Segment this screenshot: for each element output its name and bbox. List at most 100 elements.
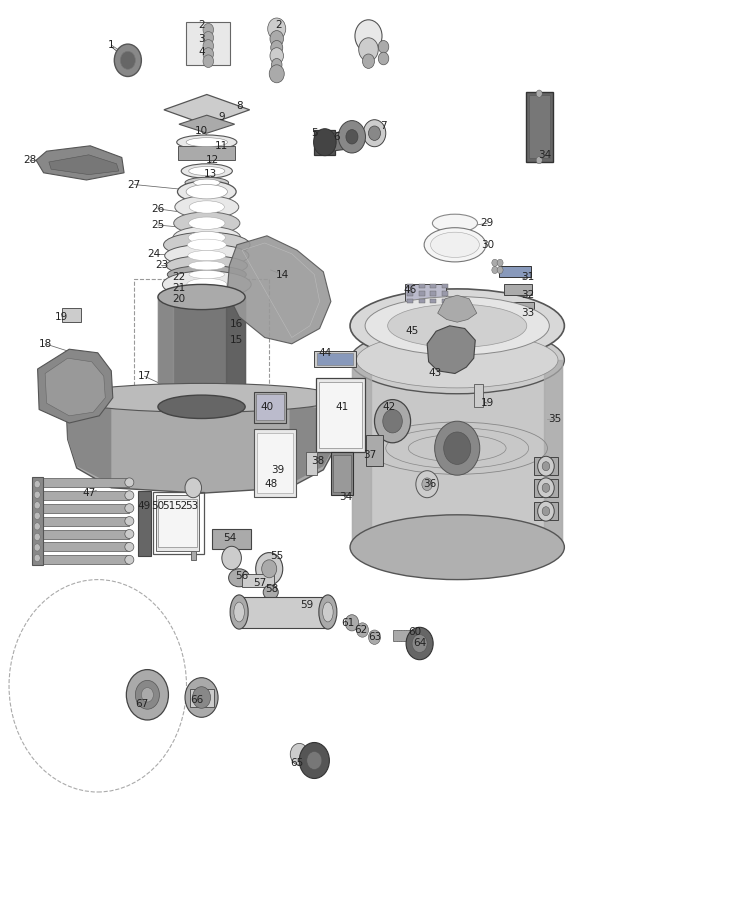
Ellipse shape (125, 517, 134, 526)
Ellipse shape (230, 595, 248, 629)
Circle shape (355, 20, 382, 52)
Text: 51: 51 (162, 500, 176, 511)
Text: 61: 61 (341, 617, 354, 628)
Bar (178, 146, 235, 160)
Circle shape (120, 51, 135, 69)
Bar (43, 517, 129, 526)
Text: 3: 3 (199, 33, 205, 44)
Circle shape (185, 478, 202, 498)
Bar (504, 284, 532, 295)
Bar (534, 457, 558, 475)
Polygon shape (164, 94, 250, 125)
Ellipse shape (350, 289, 564, 363)
Text: 27: 27 (127, 179, 141, 190)
Circle shape (422, 478, 432, 491)
Ellipse shape (319, 595, 337, 629)
Bar (190, 688, 214, 706)
Polygon shape (329, 128, 361, 151)
Bar (212, 529, 251, 549)
Text: 57: 57 (253, 578, 266, 589)
Text: 33: 33 (521, 308, 535, 319)
Text: 34: 34 (538, 149, 552, 160)
Bar (254, 392, 286, 423)
Bar (275, 487, 290, 492)
Bar (529, 95, 550, 158)
Bar (407, 292, 413, 295)
Bar (407, 284, 413, 288)
Circle shape (345, 615, 359, 631)
Circle shape (35, 544, 41, 551)
Circle shape (268, 18, 286, 40)
Circle shape (435, 421, 480, 475)
Text: 40: 40 (260, 401, 274, 412)
Text: 8: 8 (236, 101, 242, 112)
Ellipse shape (542, 483, 550, 492)
Text: 19: 19 (481, 398, 494, 409)
Text: 1: 1 (108, 40, 114, 50)
Text: 2: 2 (275, 20, 281, 31)
Text: 48: 48 (264, 479, 277, 490)
Text: 32: 32 (521, 290, 535, 301)
Text: 19: 19 (55, 311, 68, 322)
Circle shape (368, 126, 381, 140)
Bar (316, 378, 365, 452)
Text: 65: 65 (290, 758, 304, 769)
Bar (275, 472, 290, 478)
Ellipse shape (323, 602, 333, 622)
Circle shape (492, 266, 498, 274)
Ellipse shape (263, 585, 278, 599)
Text: 64: 64 (413, 638, 426, 649)
Circle shape (222, 546, 241, 570)
Bar (275, 458, 290, 464)
Ellipse shape (165, 245, 249, 266)
Text: 17: 17 (138, 371, 151, 382)
Text: 4: 4 (199, 47, 205, 58)
Ellipse shape (388, 304, 527, 347)
Ellipse shape (188, 231, 226, 244)
Circle shape (256, 553, 283, 585)
Circle shape (203, 23, 214, 36)
Circle shape (203, 40, 214, 52)
Polygon shape (45, 358, 105, 416)
Circle shape (269, 65, 284, 83)
Circle shape (338, 121, 365, 153)
Text: 45: 45 (405, 326, 419, 337)
Text: 55: 55 (270, 551, 284, 562)
Circle shape (497, 266, 503, 274)
Bar (430, 284, 436, 288)
Bar (239, 597, 328, 628)
Text: 12: 12 (205, 155, 219, 166)
Text: 31: 31 (521, 272, 535, 283)
Circle shape (35, 512, 41, 519)
Ellipse shape (542, 507, 550, 516)
Circle shape (356, 623, 368, 637)
Circle shape (193, 687, 211, 708)
Bar (314, 130, 335, 155)
Text: 63: 63 (368, 632, 381, 643)
Text: 43: 43 (428, 368, 441, 379)
Polygon shape (179, 115, 235, 133)
Text: 5: 5 (311, 128, 317, 139)
Polygon shape (38, 349, 113, 423)
Circle shape (536, 90, 542, 97)
Ellipse shape (174, 196, 239, 219)
Text: 25: 25 (151, 220, 165, 230)
Bar (138, 491, 151, 556)
Circle shape (383, 410, 402, 433)
Polygon shape (36, 146, 124, 180)
Text: 14: 14 (275, 269, 289, 280)
Ellipse shape (189, 217, 225, 230)
Bar (158, 499, 197, 547)
Circle shape (314, 129, 336, 156)
Circle shape (203, 55, 214, 68)
Text: 35: 35 (548, 413, 562, 424)
Circle shape (378, 52, 389, 65)
Bar (314, 351, 356, 367)
Ellipse shape (186, 138, 227, 147)
Bar (419, 299, 425, 303)
Bar (333, 454, 351, 492)
Text: 66: 66 (190, 695, 204, 706)
Bar (275, 480, 290, 485)
Ellipse shape (189, 271, 225, 279)
Text: 53: 53 (185, 500, 199, 511)
